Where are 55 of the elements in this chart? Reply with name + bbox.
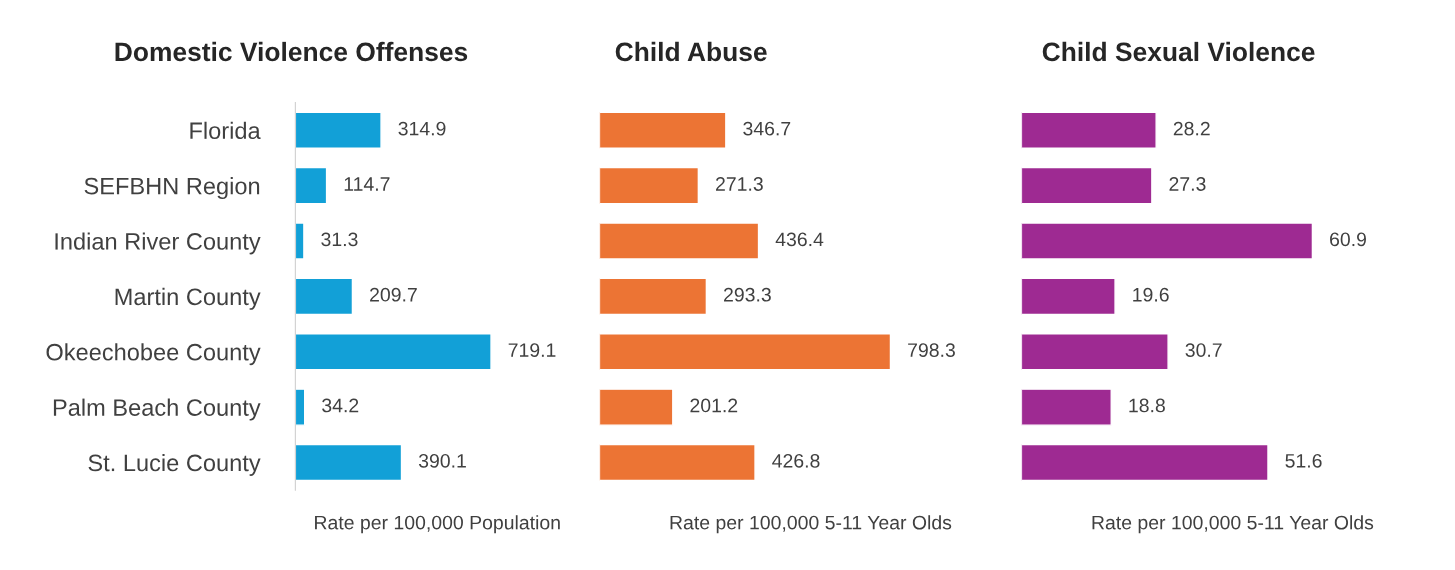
bar: [295, 277, 354, 316]
chart-title: Domestic Violence Offenses: [115, 41, 468, 62]
data-label: 314.9: [398, 121, 446, 136]
y-tick-label: Okeechobee County: [46, 343, 261, 366]
data-label: 390.1: [418, 453, 466, 468]
y-tick-label: St. Lucie County: [88, 453, 261, 476]
bar: [1021, 222, 1314, 260]
bar: [295, 222, 305, 260]
bar: [1021, 388, 1112, 426]
bar: [599, 166, 700, 205]
bar: [599, 443, 756, 482]
bar: [599, 277, 708, 316]
bar: [1021, 333, 1169, 371]
data-label: 436.4: [775, 232, 824, 247]
data-label: 34.2: [322, 398, 359, 413]
data-label: 60.9: [1330, 232, 1366, 247]
x-axis-title: Rate per 100,000 5-11 Year Olds: [670, 515, 952, 534]
data-label: 114.7: [344, 177, 390, 191]
bar: [1021, 166, 1153, 205]
chart-title: Child Sexual Violence: [1042, 41, 1315, 62]
bar: [1021, 277, 1116, 316]
data-label: 798.3: [908, 343, 955, 357]
bar: [599, 111, 727, 149]
y-tick-label: SEFBHN Region: [84, 177, 260, 200]
bar: [295, 333, 492, 371]
bar: [599, 333, 892, 371]
bar: [295, 111, 382, 149]
data-label: 271.3: [716, 177, 763, 191]
data-label: 31.3: [321, 232, 358, 247]
y-tick-label: Palm Beach County: [53, 398, 261, 421]
data-label: 27.3: [1169, 177, 1206, 191]
bar: [1021, 111, 1157, 149]
data-label: 51.6: [1285, 453, 1322, 468]
data-label: 293.3: [724, 287, 771, 302]
y-tick-label: Martin County: [115, 287, 261, 310]
chart-title: Child Abuse: [615, 41, 767, 62]
x-axis-title: Rate per 100,000 Population: [315, 515, 560, 534]
bar: [295, 443, 403, 482]
data-label: 719.1: [508, 343, 556, 357]
bar: [295, 388, 306, 426]
bar: [295, 166, 328, 205]
data-label: 18.8: [1129, 398, 1165, 413]
bar: [1021, 443, 1269, 482]
y-tick-label: Florida: [190, 121, 261, 140]
bar: [599, 222, 760, 260]
data-label: 201.2: [690, 398, 738, 413]
data-label: 209.7: [370, 287, 417, 302]
y-tick-label: Indian River County: [55, 232, 261, 255]
data-label: 30.7: [1185, 343, 1222, 357]
data-label: 28.2: [1173, 121, 1210, 136]
data-label: 19.6: [1133, 287, 1169, 302]
data-label: 346.7: [743, 121, 791, 136]
data-label: 426.8: [772, 453, 820, 468]
bar: [599, 388, 674, 426]
x-axis-title: Rate per 100,000 5-11 Year Olds: [1092, 515, 1374, 534]
